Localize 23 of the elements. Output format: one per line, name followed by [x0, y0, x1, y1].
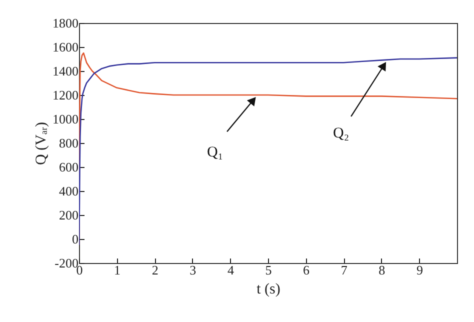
y-tick-label: 1400 — [52, 64, 78, 78]
x-tick-label: 6 — [303, 262, 310, 278]
x-tick-label: 5 — [265, 262, 272, 278]
x-tick-label: 8 — [378, 262, 386, 278]
x-tick-label: 2 — [152, 262, 158, 278]
y-tick-label: 600 — [59, 160, 78, 174]
x-tick-label: 7 — [340, 262, 348, 278]
y-tick-label: 1200 — [52, 88, 78, 102]
y-axis-title: Q (Vₐᵣ) — [34, 122, 50, 165]
y-tick-label: 1600 — [52, 40, 78, 54]
y-tick-label: 800 — [59, 136, 78, 150]
y-tick-label: 0 — [72, 232, 78, 246]
y-tick-label: 400 — [59, 184, 78, 198]
x-tick-label: 9 — [416, 262, 423, 278]
x-tick-label: 4 — [227, 262, 234, 278]
annotation: Q₂ — [333, 125, 350, 142]
y-tick-label: 1800 — [52, 16, 78, 30]
x-axis-title: t (s) — [256, 282, 280, 298]
y-tick-label: 1000 — [52, 112, 78, 126]
annotation: Q₁ — [207, 144, 224, 161]
x-tick-label: 1 — [114, 262, 121, 278]
x-tick-label: 3 — [190, 262, 196, 278]
y-tick-label: 200 — [59, 208, 78, 222]
